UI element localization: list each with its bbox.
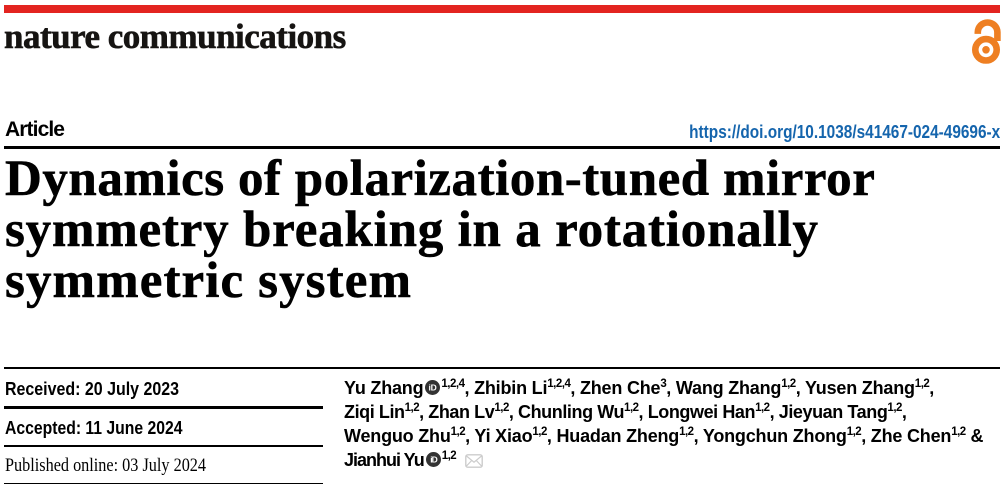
svg-text:iD: iD: [429, 382, 437, 392]
svg-text:iD: iD: [430, 454, 437, 464]
